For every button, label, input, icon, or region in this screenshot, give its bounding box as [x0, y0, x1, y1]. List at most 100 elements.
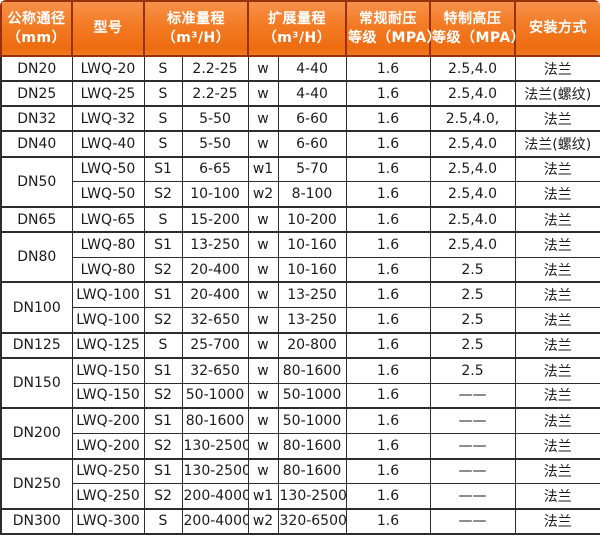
dn-cell: DN125 — [0, 332, 73, 359]
table-row: DN125 LWQ-125 S 25-700 w 20-800 1.6 2.5 法兰 — [0, 332, 600, 359]
install-cell: 法兰 — [514, 382, 600, 409]
header-nominal-diameter: 公称通径 （mm） — [0, 0, 73, 57]
install-cell: 法兰 — [514, 231, 600, 258]
normal-pressure-cell: 1.6 — [345, 231, 431, 258]
ext-range-cell: 80-1600 — [277, 357, 347, 384]
std-range-cell: 20-400 — [181, 256, 249, 283]
header-label: 常规耐压 — [359, 10, 417, 27]
std-marker-cell: S2 — [143, 382, 183, 409]
std-range-cell: 200-4000 — [181, 483, 249, 510]
normal-pressure-cell: 1.6 — [345, 156, 431, 183]
std-marker-cell: S1 — [143, 357, 183, 384]
table-row: DN80 LWQ-80 S1 13-250 w 10-160 1.6 2.5,4.0 法兰 — [0, 231, 600, 283]
special-pressure-cell: 2.5 — [429, 357, 516, 384]
ext-marker-cell: w — [247, 407, 279, 434]
table-row: LWQ-250 S2 200-4000 w1 130-2500 1.6 —— 法兰 — [1, 483, 600, 510]
dn-group: DN150 LWQ-150 S1 32-650 w 80-1600 1.6 2.5 法兰 LWQ-… — [0, 357, 600, 409]
dn-cell: DN80 — [0, 231, 73, 283]
std-marker-cell: S2 — [143, 483, 183, 510]
install-cell: 法兰 — [514, 55, 600, 82]
ext-marker-cell: w — [247, 432, 279, 460]
std-marker-cell: S1 — [143, 156, 183, 183]
std-range-cell: 200-4000 — [181, 508, 249, 535]
ext-marker-cell: w — [247, 457, 279, 485]
special-pressure-cell: 2.5 — [429, 332, 516, 359]
table-row: LWQ-150 S2 50-1000 w 50-1000 1.6 —— 法兰 — [1, 382, 600, 409]
ext-range-cell: 130-2500 — [277, 483, 347, 510]
ext-range-cell: 4-40 — [277, 55, 347, 82]
std-range-cell: 25-700 — [181, 332, 249, 359]
ext-range-cell: 10-160 — [277, 256, 347, 283]
ext-range-cell: 5-70 — [277, 156, 347, 183]
table-row: DN300 LWQ-300 S 200-4000 w2 320-6500 1.6 —— 法兰 — [0, 508, 600, 535]
std-range-cell: 2.2-25 — [181, 55, 249, 82]
std-range-cell: 5-50 — [181, 105, 249, 132]
std-marker-cell: S — [143, 80, 183, 107]
normal-pressure-cell: 1.6 — [345, 432, 431, 460]
normal-pressure-cell: 1.6 — [345, 407, 431, 434]
model-cell: LWQ-300 — [71, 508, 145, 535]
header-row: 公称通径 （mm） 型号 标准量程 （m³/H） 扩展量程 （m³/H） 常规耐… — [0, 0, 600, 57]
install-cell: 法兰 — [514, 457, 600, 485]
special-pressure-cell: 2.5 — [429, 281, 516, 309]
std-marker-cell: S — [143, 130, 183, 158]
special-pressure-cell: 2.5,4.0 — [429, 231, 516, 258]
table-row: LWQ-100 S2 32-650 w 13-250 1.6 2.5 法兰 — [1, 307, 600, 334]
model-cell: LWQ-200 — [71, 407, 145, 434]
std-marker-cell: S2 — [143, 432, 183, 460]
ext-range-cell: 50-1000 — [277, 407, 347, 434]
ext-range-cell: 80-1600 — [277, 432, 347, 460]
special-pressure-cell: 2.5,4.0 — [429, 156, 516, 183]
table-row: DN20 LWQ-20 S 2.2-25 w 4-40 1.6 2.5,4.0 法兰 — [0, 55, 600, 82]
dn-cell: DN200 — [0, 407, 73, 460]
dn-group: DN40 LWQ-40 S 5-50 w 6-60 1.6 2.5,4.0 法兰(螺纹) — [0, 130, 600, 158]
header-label: 型号 — [93, 20, 123, 36]
ext-marker-cell: w1 — [247, 483, 279, 510]
table-row: DN40 LWQ-40 S 5-50 w 6-60 1.6 2.5,4.0 法兰(螺纹) — [0, 130, 600, 158]
normal-pressure-cell: 1.6 — [345, 332, 431, 359]
normal-pressure-cell: 1.6 — [345, 508, 431, 535]
table-row: DN100 LWQ-100 S1 20-400 w 13-250 1.6 2.5 法兰 — [0, 281, 600, 334]
model-cell: LWQ-50 — [71, 156, 145, 183]
std-marker-cell: S — [143, 105, 183, 132]
table-row: DN32 LWQ-32 S 5-50 w 6-60 1.6 2.5,4.0, 法兰 — [0, 105, 600, 132]
header-install-method: 安装方式 — [514, 0, 600, 57]
model-cell: LWQ-20 — [71, 55, 145, 82]
model-cell: LWQ-65 — [71, 206, 145, 233]
header-special-pressure: 特制高压 等级（MPA） — [429, 0, 525, 57]
install-cell: 法兰 — [514, 357, 600, 384]
header-label: 安装方式 — [529, 20, 587, 36]
install-cell: 法兰 — [514, 105, 600, 132]
table-row: LWQ-50 S2 10-100 w2 8-100 1.6 2.5,4.0 法兰 — [1, 181, 600, 208]
ext-marker-cell: w — [247, 256, 279, 283]
normal-pressure-cell: 1.6 — [345, 382, 431, 409]
table-header: 公称通径 （mm） 型号 标准量程 （m³/H） 扩展量程 （m³/H） 常规耐… — [0, 0, 600, 57]
ext-marker-cell: w — [247, 231, 279, 258]
install-cell: 法兰 — [514, 281, 600, 309]
ext-range-cell: 80-1600 — [277, 457, 347, 485]
ext-marker-cell: w — [247, 281, 279, 309]
normal-pressure-cell: 1.6 — [345, 483, 431, 510]
ext-marker-cell: w — [247, 357, 279, 384]
ext-range-cell: 6-60 — [277, 105, 347, 132]
std-marker-cell: S — [143, 55, 183, 82]
dn-group: DN125 LWQ-125 S 25-700 w 20-800 1.6 2.5 法兰 — [0, 332, 600, 359]
std-range-cell: 130-2500 — [181, 432, 249, 460]
table-row: DN50 LWQ-50 S1 6-65 w1 5-70 1.6 2.5,4.0 法兰 — [0, 156, 600, 208]
model-cell: LWQ-150 — [71, 382, 145, 409]
dn-cell: DN300 — [0, 508, 73, 535]
ext-range-cell: 10-160 — [277, 231, 347, 258]
std-marker-cell: S — [143, 508, 183, 535]
model-cell: LWQ-25 — [71, 80, 145, 107]
install-cell: 法兰 — [514, 206, 600, 233]
dn-cell: DN100 — [0, 281, 73, 334]
ext-marker-cell: w1 — [247, 156, 279, 183]
normal-pressure-cell: 1.6 — [345, 55, 431, 82]
special-pressure-cell: —— — [429, 483, 516, 510]
normal-pressure-cell: 1.6 — [345, 206, 431, 233]
normal-pressure-cell: 1.6 — [345, 256, 431, 283]
model-cell: LWQ-200 — [71, 432, 145, 460]
special-pressure-cell: 2.5 — [429, 307, 516, 334]
special-pressure-cell: —— — [429, 457, 516, 485]
